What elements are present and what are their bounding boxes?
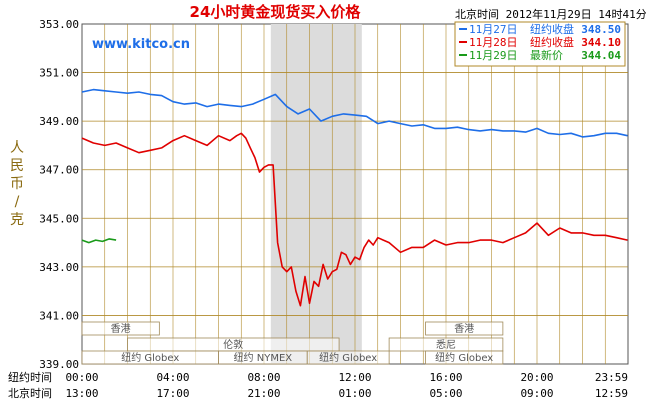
x-axis-label-ny: 纽约时间: [8, 370, 52, 384]
legend: 11月27日 纽约收盘 348.50 11月28日 纽约收盘 344.10 11月29日 最新…: [459, 22, 621, 62]
legend-date: 11月29日: [469, 49, 518, 62]
y-tick-label: 345.00: [39, 212, 79, 225]
legend-date: 11月27日: [469, 23, 518, 36]
y-label-char: /: [15, 194, 20, 210]
chart-title: 24小时黄金现货买入价格: [190, 3, 362, 21]
y-tick-label: 341.00: [39, 309, 79, 322]
x-tick-ny: 08:00: [247, 371, 280, 384]
y-tick-label: 343.00: [39, 261, 79, 274]
session-label: 纽约 NYMEX: [234, 351, 293, 364]
legend-box: [454, 21, 626, 67]
y-tick-label: 353.00: [39, 18, 79, 31]
session-label: 纽约 Globex: [435, 351, 493, 364]
nymex-shade-group: [270, 24, 362, 364]
x-axis-ticks: 00:00 04:00 08:00 12:00 16:00 20:00 23:59 13:00…: [65, 371, 628, 400]
series-line-11月28日: [81, 132, 628, 307]
x-tick-ny: 16:00: [429, 371, 462, 384]
y-axis-label: 人民币 / 克: [10, 140, 24, 228]
x-tick-bj: 13:00: [65, 387, 98, 400]
x-tick-bj: 12:59: [595, 387, 628, 400]
legend-value: 348.50: [581, 23, 621, 36]
x-axis-label-bj: 北京时间: [8, 386, 52, 400]
x-tick-bj: 09:00: [520, 387, 553, 400]
x-tick-bj: 17:00: [156, 387, 189, 400]
series-line-11月27日: [81, 88, 628, 138]
x-tick-ny: 12:00: [338, 371, 371, 384]
y-label-char: 币: [10, 176, 24, 192]
legend-value: 344.10: [581, 36, 621, 49]
timestamp: 北京时间 2012年11月29日 14时41分: [455, 7, 646, 21]
y-tick-label: 349.00: [39, 115, 79, 128]
y-axis-ticks: 353.00 351.00 349.00 347.00 345.00 343.00 341.…: [39, 18, 79, 371]
x-tick-bj: 05:00: [429, 387, 462, 400]
legend-value: 344.04: [581, 49, 621, 62]
session-bar: [425, 321, 504, 336]
grid-lines: [82, 24, 628, 364]
x-tick-ny: 23:59: [595, 371, 628, 384]
session-label: 香港: [454, 323, 474, 335]
session-label: 伦敦: [223, 338, 243, 351]
x-tick-ny: 00:00: [65, 371, 98, 384]
y-label-char: 民: [10, 158, 24, 174]
x-tick-bj: 21:00: [247, 387, 280, 400]
x-tick-ny: 04:00: [156, 371, 189, 384]
series-line-11月29日: [81, 238, 117, 244]
legend-label: 纽约收盘: [530, 35, 574, 49]
y-label-char: 克: [10, 212, 24, 228]
session-label: 香港: [111, 323, 131, 335]
x-tick-ny: 20:00: [520, 371, 553, 384]
legend-label: 纽约收盘: [530, 22, 574, 36]
y-tick-label: 351.00: [39, 67, 79, 80]
legend-date: 11月28日: [469, 36, 518, 49]
price-series: [81, 88, 628, 307]
legend-label: 最新价: [530, 48, 563, 62]
session-label: 纽约 Globex: [121, 351, 179, 364]
y-tick-label: 339.00: [39, 358, 79, 371]
session-label: 悉尼: [436, 339, 456, 351]
nymex-shaded-band: [270, 24, 362, 364]
session-bar: [81, 321, 160, 336]
site-watermark: www.kitco.cn: [92, 37, 190, 52]
y-tick-label: 347.00: [39, 164, 79, 177]
session-label: 纽约 Globex: [319, 351, 377, 364]
session-bar: [425, 350, 504, 365]
x-tick-bj: 01:00: [338, 387, 371, 400]
y-label-char: 人: [10, 140, 24, 156]
session-bar: [306, 350, 390, 365]
